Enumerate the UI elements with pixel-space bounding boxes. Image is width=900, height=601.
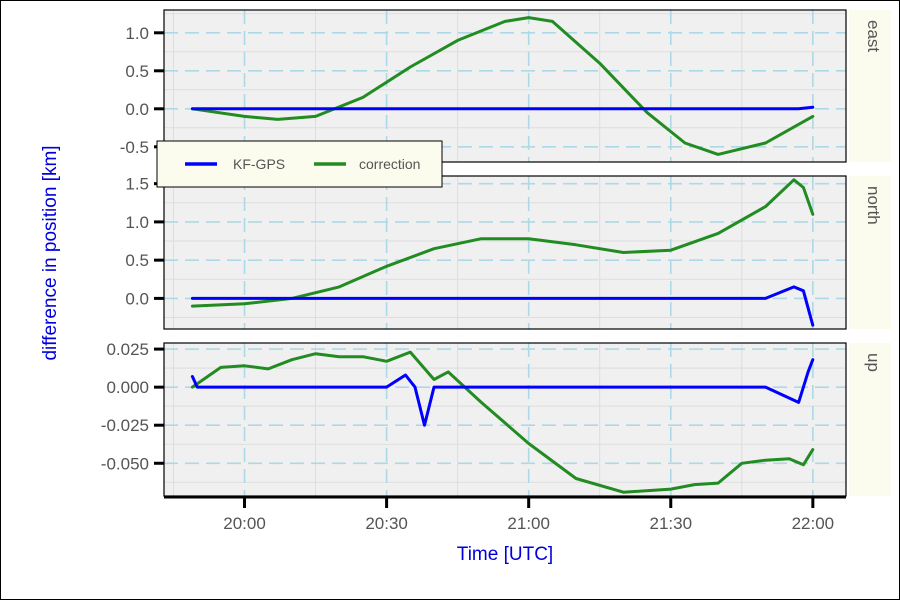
series-line-correction-north	[190, 178, 815, 308]
panel-east: 1.0 0.5 0.0 -0.5 east	[120, 9, 891, 163]
y-tick-label: -0.050	[101, 454, 149, 473]
facet-strip	[849, 10, 891, 162]
x-tick-label: 22:00	[792, 514, 835, 533]
facet-strip	[849, 343, 891, 496]
y-tick-label: 1.5	[125, 175, 149, 194]
series-line-kf-gps-north	[190, 285, 815, 327]
facet-label-north: north	[864, 186, 883, 225]
x-tick-label: 20:30	[365, 514, 408, 533]
x-tick-label: 20:00	[223, 514, 266, 533]
panel-background	[164, 10, 846, 162]
facet-label-up: up	[864, 353, 883, 372]
panel-background	[164, 343, 846, 496]
panel-background	[164, 176, 846, 329]
y-tick-label: 0.5	[125, 251, 149, 270]
panel-up: 0.025 0.000 -0.025 -0.050 up	[101, 340, 891, 497]
y-tick-label: -0.5	[120, 138, 149, 157]
y-tick-label: 1.0	[125, 213, 149, 232]
panel-north: 1.5 1.0 0.5 0.0 north	[125, 175, 891, 330]
y-tick-label: 0.025	[106, 340, 149, 359]
legend-label-kf-gps: KF-GPS	[233, 156, 285, 172]
facet-label-east: east	[864, 20, 883, 52]
y-tick-label: 0.000	[106, 378, 149, 397]
series-line-correction-east	[190, 16, 815, 156]
legend: KF-GPS correction	[156, 140, 443, 188]
y-axis-title: difference in position [km]	[40, 145, 61, 360]
y-tick-label: 0.0	[125, 100, 149, 119]
y-tick-label: 0.5	[125, 62, 149, 81]
y-tick-label: -0.025	[101, 416, 149, 435]
x-tick-label: 21:30	[649, 514, 692, 533]
panel-border	[163, 175, 847, 330]
panel-border	[163, 9, 847, 163]
y-tick-label: 0.0	[125, 289, 149, 308]
x-axis-title: Time [UTC]	[457, 544, 553, 565]
facet-strip	[849, 176, 891, 329]
series-line-kf-gps-up	[190, 358, 815, 427]
series-line-kf-gps-east	[190, 105, 815, 111]
x-tick-label: 21:00	[507, 514, 550, 533]
y-tick-label: 1.0	[125, 24, 149, 43]
legend-label-correction: correction	[359, 156, 420, 172]
